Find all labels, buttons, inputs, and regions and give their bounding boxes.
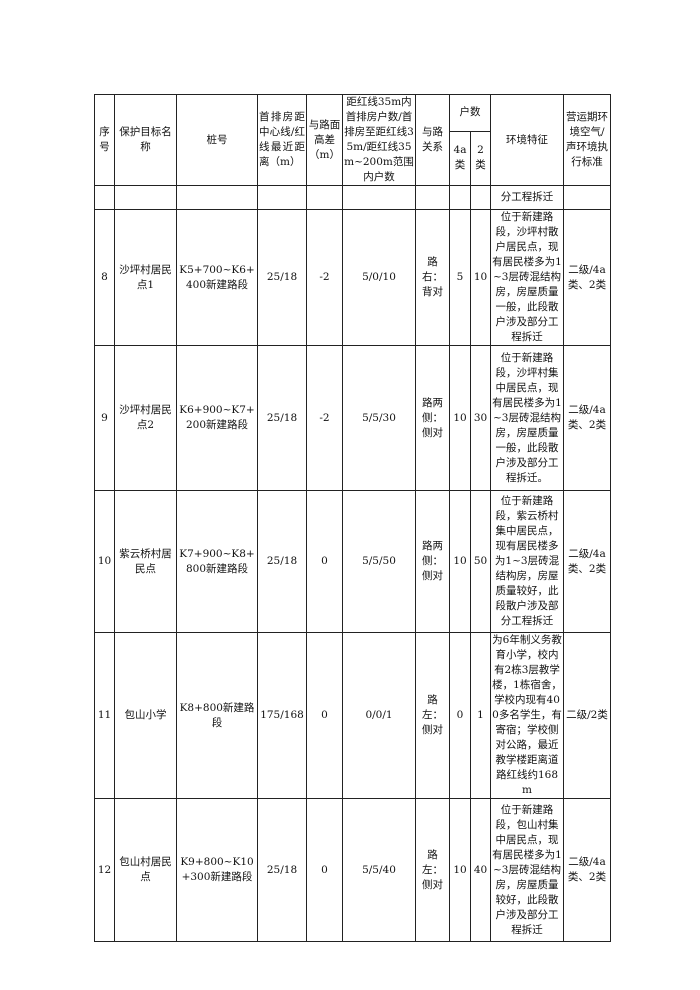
- cell-relation: 路两侧：侧对: [415, 345, 450, 491]
- cell-name: 包山村居民点: [114, 798, 177, 942]
- cell-c4a: 10: [449, 345, 471, 491]
- header-distance: 首排房距中心线/红线最近距离（m）: [257, 94, 307, 186]
- cell-env: 位于新建路段，包山村集中居民点，现有居民楼多为1~3层砖混结构房，房屋质量较好，…: [490, 798, 564, 942]
- cell-height: 0: [306, 798, 343, 942]
- cell-std: 二级/4a类、2类: [563, 490, 611, 633]
- cell-height: -2: [306, 345, 343, 491]
- cell-no: 8: [94, 209, 115, 346]
- cell-dist: 175/168: [257, 632, 307, 799]
- table-row: 9 沙坪村居民点2 K6+900~K7+200新建路段 25/18 -2 5/5/30 路两…: [94, 345, 611, 491]
- table-row: 8 沙坪村居民点1 K5+700~K6+400新建路段 25/18 -2 5/0/10 路右…: [94, 209, 611, 346]
- cell-std: 二级/4a类、2类: [563, 798, 611, 942]
- cell-dist: 25/18: [257, 490, 307, 633]
- cell-relation: 路左：侧对: [415, 798, 450, 942]
- cell-height: 0: [306, 490, 343, 633]
- table-row: 12 包山村居民点 K9+800~K10+300新建路段 25/18 0 5/5/40 路左…: [94, 798, 611, 942]
- cell-relation: 路右：背对: [415, 209, 450, 346]
- cell-stake: K9+800~K10+300新建路段: [176, 798, 258, 942]
- header-stake: 桩号: [176, 94, 258, 186]
- header-env: 环境特征: [490, 94, 564, 186]
- cell-no: 10: [94, 490, 115, 633]
- cell-no: 11: [94, 632, 115, 799]
- cell-households: 5/5/50: [342, 490, 416, 633]
- cell-std: 二级/2类: [563, 632, 611, 799]
- header-standard: 营运期环境空气/声环境执行标准: [563, 94, 611, 186]
- cell-c4a: 5: [449, 209, 471, 346]
- cell-height: 0: [306, 632, 343, 799]
- continued-env: 分工程拆迁: [490, 185, 564, 210]
- cell-c4a: 10: [449, 490, 471, 633]
- cell-env: 位于新建路段，紫云桥村集中居民点，现有居民楼多为1~3层砖混结构房，房屋质量较好…: [490, 490, 564, 633]
- continued-row: 分工程拆迁: [94, 185, 611, 210]
- cell-c2: 10: [470, 209, 491, 346]
- cell-dist: 25/18: [257, 798, 307, 942]
- cell-height: -2: [306, 209, 343, 346]
- cell-c2: 40: [470, 798, 491, 942]
- cell-dist: 25/18: [257, 345, 307, 491]
- cell-c4a: 0: [449, 632, 471, 799]
- cell-relation: 路两侧：侧对: [415, 490, 450, 633]
- header-height: 与路面高差（m）: [306, 94, 343, 186]
- cell-name: 沙坪村居民点1: [114, 209, 177, 346]
- cell-dist: 25/18: [257, 209, 307, 346]
- cell-stake: K5+700~K6+400新建路段: [176, 209, 258, 346]
- cell-households: 0/0/1: [342, 632, 416, 799]
- cell-c2: 50: [470, 490, 491, 633]
- cell-env: 为6年制义务教育小学，校内有2栋3层教学楼，1栋宿舍，学校内现有400多名学生，…: [490, 632, 564, 799]
- cell-c2: 1: [470, 632, 491, 799]
- cell-stake: K8+800新建路段: [176, 632, 258, 799]
- table-row: 10 紫云桥村居民点 K7+900~K8+800新建路段 25/18 0 5/5/50 路两…: [94, 490, 611, 633]
- header-4a: 4a类: [449, 130, 471, 187]
- cell-relation: 路左：侧对: [415, 632, 450, 799]
- cell-households: 5/0/10: [342, 209, 416, 346]
- cell-std: 二级/4a类、2类: [563, 209, 611, 346]
- sensitive-targets-table: 序号 保护目标名称 桩号 首排房距中心线/红线最近距离（m） 与路面高差（m） …: [94, 94, 611, 942]
- header-no: 序号: [94, 94, 115, 186]
- cell-households: 5/5/40: [342, 798, 416, 942]
- cell-stake: K7+900~K8+800新建路段: [176, 490, 258, 633]
- cell-c2: 30: [470, 345, 491, 491]
- cell-name: 沙坪村居民点2: [114, 345, 177, 491]
- cell-env: 位于新建路段，沙坪村散户居民点，现有居民楼多为1~3层砖混结构房，房屋质量一般，…: [490, 209, 564, 346]
- cell-households: 5/5/30: [342, 345, 416, 491]
- header-2: 2类: [470, 130, 491, 187]
- cell-env: 位于新建路段，沙坪村集中居民点，现有居民楼多为1~3层砖混结构房，房屋质量一般，…: [490, 345, 564, 491]
- cell-no: 12: [94, 798, 115, 942]
- header-count: 户数: [449, 94, 491, 132]
- cell-stake: K6+900~K7+200新建路段: [176, 345, 258, 491]
- table-row: 11 包山小学 K8+800新建路段 175/168 0 0/0/1 路左：侧对 0 1 为6年制…: [94, 632, 611, 799]
- header-relation: 与路关系: [415, 94, 450, 186]
- cell-std: 二级/4a类、2类: [563, 345, 611, 491]
- cell-name: 紫云桥村居民点: [114, 490, 177, 633]
- cell-c4a: 10: [449, 798, 471, 942]
- header-name: 保护目标名称: [114, 94, 177, 186]
- cell-no: 9: [94, 345, 115, 491]
- header-households: 距红线35m内首排房户数/首排房至距红线35m/距红线35m~200m范围内户数: [342, 94, 416, 186]
- cell-name: 包山小学: [114, 632, 177, 799]
